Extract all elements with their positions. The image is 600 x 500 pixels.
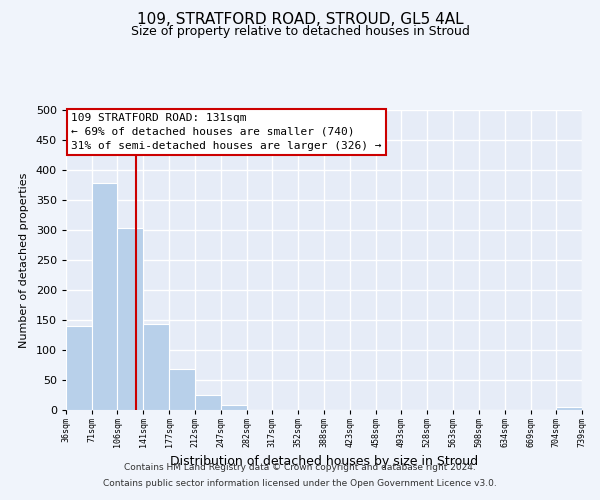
Bar: [143, 324, 169, 410]
Y-axis label: Number of detached properties: Number of detached properties: [19, 172, 29, 348]
Bar: [169, 368, 195, 410]
Bar: [66, 326, 92, 410]
Bar: [221, 405, 247, 410]
Text: 109 STRATFORD ROAD: 131sqm
← 69% of detached houses are smaller (740)
31% of sem: 109 STRATFORD ROAD: 131sqm ← 69% of deta…: [71, 113, 382, 151]
Text: Contains public sector information licensed under the Open Government Licence v3: Contains public sector information licen…: [103, 478, 497, 488]
Bar: [118, 228, 143, 410]
Bar: [556, 407, 582, 410]
X-axis label: Distribution of detached houses by size in Stroud: Distribution of detached houses by size …: [170, 456, 478, 468]
Bar: [195, 395, 221, 410]
Text: Contains HM Land Registry data © Crown copyright and database right 2024.: Contains HM Land Registry data © Crown c…: [124, 464, 476, 472]
Text: Size of property relative to detached houses in Stroud: Size of property relative to detached ho…: [131, 25, 469, 38]
Text: 109, STRATFORD ROAD, STROUD, GL5 4AL: 109, STRATFORD ROAD, STROUD, GL5 4AL: [137, 12, 463, 28]
Bar: [92, 183, 118, 410]
